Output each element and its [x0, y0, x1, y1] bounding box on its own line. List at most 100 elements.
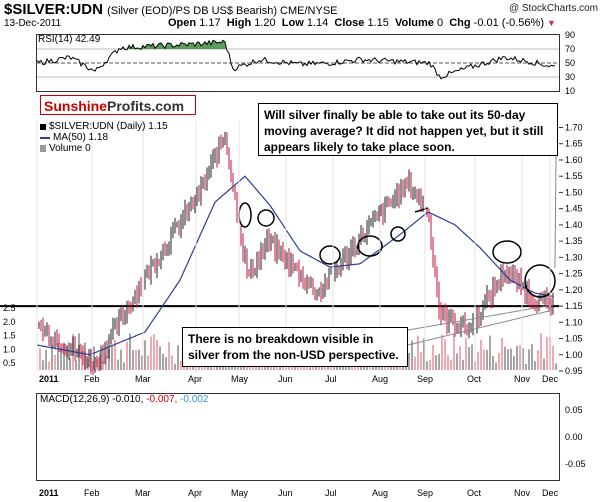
volume-bar [492, 356, 494, 370]
volume-bar [129, 333, 131, 370]
volume-tick-label: 1.5 [3, 331, 16, 341]
rsi-tick-label: 90 [565, 30, 575, 40]
macd-v3: -0.002 [180, 394, 209, 405]
price-tick-label: 1.50 [565, 187, 583, 197]
volume-bar [483, 349, 485, 370]
macd-prefix: MACD(12,26,9) [40, 394, 110, 405]
x-tick-label-macd: Dec [542, 488, 559, 498]
volume-bar [486, 349, 488, 370]
volume-bar [48, 361, 50, 370]
volume-bar [123, 362, 125, 370]
close-value: 1.15 [367, 17, 389, 29]
volume-bar [114, 339, 116, 370]
macd-axis: 0.05 0.00 -0.05 [565, 405, 586, 469]
volume-bar [525, 363, 527, 370]
volume-bar [465, 337, 467, 370]
price-tick-label: 1.05 [565, 334, 583, 344]
volume-bar [105, 356, 107, 370]
price-tick-label: 1.25 [565, 269, 583, 279]
volume-bar [171, 355, 173, 370]
volume-bar [177, 345, 179, 370]
volume-bar [432, 345, 434, 370]
volume-bar [45, 349, 47, 370]
rsi-tick-label: 50 [565, 58, 575, 68]
volume-bar [462, 360, 464, 370]
volume-bar [426, 361, 428, 370]
volume-bar [555, 363, 557, 370]
price-tick-label: 1.30 [565, 252, 583, 262]
x-tick-label-macd: Mar [135, 488, 151, 498]
macd-tick-label: 0.05 [565, 405, 583, 415]
chart-date: 13-Dec-2011 [4, 18, 62, 29]
volume-bar [141, 355, 143, 370]
pointer-line [407, 309, 554, 346]
volume-bar [471, 344, 473, 370]
rsi-line [36, 39, 556, 80]
x-tick-label: Sep [417, 374, 433, 384]
volume-bar [546, 337, 548, 370]
x-axis-labels: 2011 2011 Feb Feb Mar Mar Apr Apr May May Jun Jun Ju… [39, 374, 559, 498]
low-label: Low [281, 17, 304, 29]
volume-bar [414, 356, 416, 370]
volume-bar [480, 339, 482, 370]
volume-tick-label: 0.5 [3, 358, 16, 368]
volume-bar [174, 363, 176, 370]
volume-bar [543, 358, 545, 370]
volume-bar [111, 344, 113, 370]
volume-bar [495, 362, 497, 370]
x-tick-label: Nov [514, 374, 531, 384]
pointer-line [554, 155, 557, 269]
price-tick-label: 0.95 [565, 366, 583, 376]
x-tick-label: Oct [467, 374, 482, 384]
annotation-top: Will silver finally be able to take out … [258, 103, 558, 156]
high-label: High [226, 17, 252, 29]
volume-bar [60, 348, 62, 370]
annotation-arrow [414, 207, 429, 213]
price-tick-label: 1.40 [565, 220, 583, 230]
legend-volume: Volume 0 [40, 143, 168, 154]
x-tick-label: Apr [188, 374, 202, 384]
price-axis: 1.70 1.65 1.60 1.55 1.50 1.45 1.40 1.35 1.30 1.25… [3, 122, 583, 376]
ma50-line [36, 175, 554, 356]
volume-bar [42, 360, 44, 370]
volume-bar [54, 354, 56, 370]
copyright[interactable]: @ StockCharts.com [508, 3, 598, 14]
x-tick-label-macd: 2011 [39, 488, 59, 498]
volume-bar [162, 353, 164, 370]
volume-bar [489, 335, 491, 370]
macd-panel [36, 393, 560, 481]
volume-bar [438, 353, 440, 370]
price-tick-label: 1.55 [565, 171, 583, 181]
chart-symbol: $SILVER:UDN [4, 1, 103, 18]
volume-bar [468, 347, 470, 370]
volume-label: Volume [394, 17, 434, 29]
volume-bar [516, 345, 518, 370]
volume-bar [147, 355, 149, 370]
annotation-circle [238, 202, 252, 228]
x-tick-label: Mar [135, 374, 151, 384]
chart-legend: $SILVER:UDN (Daily) 1.15 MA(50) 1.18 Vol… [40, 121, 168, 154]
volume-bar [450, 359, 452, 370]
x-tick-label-macd: May [231, 488, 249, 498]
volume-bar [498, 352, 500, 370]
annotation-circle [257, 209, 275, 227]
legend-price-text: $SILVER:UDN (Daily) 1.15 [49, 121, 168, 132]
price-tick-label: 1.45 [565, 204, 583, 214]
volume-bar [159, 346, 161, 370]
volume-tick-label: 1.0 [3, 344, 16, 354]
rsi-axis: 90 70 50 30 10 [565, 30, 575, 96]
volume-bar [132, 349, 134, 370]
x-tick-label: Jul [325, 374, 337, 384]
annotation-circle [357, 235, 383, 257]
x-tick-label: Dec [542, 374, 559, 384]
volume-bar [534, 361, 536, 370]
price-tick-label: 1.00 [565, 350, 583, 360]
volume-bar [138, 349, 140, 370]
volume-bar [51, 345, 53, 370]
price-swatch [40, 123, 46, 130]
volume-bar [441, 334, 443, 370]
chg-value: -0.01 (-0.56%) [473, 17, 544, 29]
legend-price: $SILVER:UDN (Daily) 1.15 [40, 121, 168, 132]
x-tick-label-macd: Apr [188, 488, 202, 498]
volume-bar [87, 358, 89, 370]
